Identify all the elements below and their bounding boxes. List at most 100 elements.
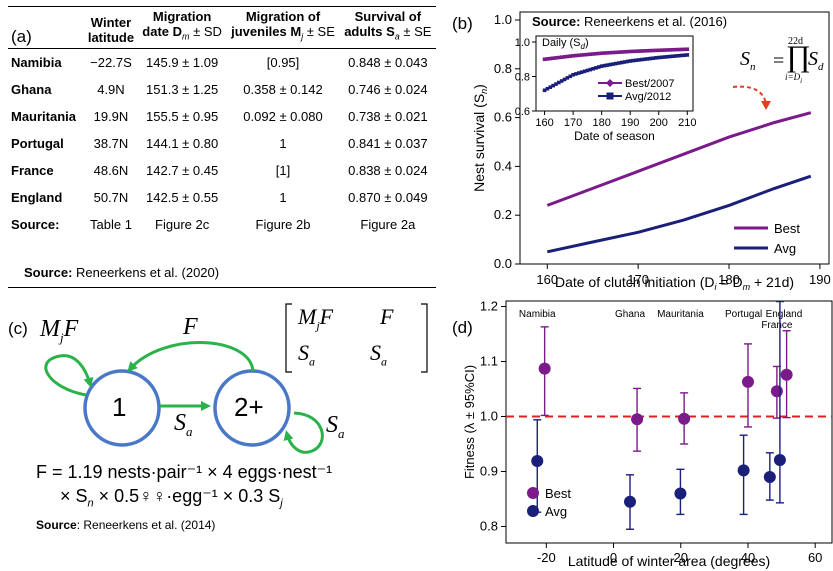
y-axis-label: Fitness (λ ± 95%CI) bbox=[462, 365, 477, 479]
inset-marker bbox=[554, 82, 558, 86]
site-label: England bbox=[766, 309, 803, 320]
inset-marker bbox=[562, 77, 567, 82]
matrix-row-2-col-2: Sa bbox=[370, 340, 387, 369]
table-row: Portugal 38.7N 144.1 ± 0.80 1 0.841 ± 0.… bbox=[11, 135, 428, 151]
x-tick-label: 180 bbox=[718, 272, 740, 287]
panel-b-source: Source: Reneerkens et al. (2016) bbox=[532, 14, 728, 29]
inset-marker bbox=[548, 56, 553, 61]
legend-label: Best bbox=[774, 221, 800, 236]
y-tick-label: 0.8 bbox=[480, 519, 498, 534]
red-arrowhead bbox=[761, 101, 771, 110]
inset-marker bbox=[582, 52, 587, 57]
table-row: England 50.7N 142.5 ± 0.55 1 0.870 ± 0.0… bbox=[11, 189, 428, 205]
inset-marker bbox=[645, 48, 650, 53]
panel-b-label: (b) bbox=[452, 14, 473, 33]
inset-marker bbox=[639, 49, 644, 53]
fitness-chart: -20 0 20 40 60 0.8 0.9 1.0 1.1 1.2 Latitude of win… bbox=[462, 299, 833, 569]
legend-label: Avg bbox=[545, 504, 567, 519]
inset-marker bbox=[545, 57, 550, 61]
inset-marker bbox=[665, 54, 670, 59]
inset-marker bbox=[656, 48, 661, 53]
inset-x-tick-label: 190 bbox=[621, 117, 639, 129]
inset-marker bbox=[551, 83, 555, 88]
inset-x-tick-label: 160 bbox=[535, 117, 553, 129]
x-tick-label: 170 bbox=[627, 272, 649, 287]
inset-marker bbox=[668, 54, 672, 59]
matrix-row-1: MjF bbox=[298, 304, 334, 333]
x-tick-label: 20 bbox=[674, 550, 688, 565]
inset-marker bbox=[619, 50, 624, 54]
inset-marker bbox=[636, 58, 641, 62]
inset-marker bbox=[557, 80, 561, 85]
inset-marker bbox=[605, 51, 610, 55]
inset-marker bbox=[676, 47, 681, 52]
inset-marker bbox=[682, 47, 687, 52]
inset-marker bbox=[636, 49, 641, 53]
inset-marker bbox=[562, 55, 567, 59]
table-row: Mauritania 19.9N 155.5 ± 0.95 0.092 ± 0.… bbox=[11, 108, 428, 124]
panel-a-label: (a) bbox=[11, 26, 32, 46]
node-1-label: 1 bbox=[112, 392, 127, 422]
inset-marker bbox=[574, 72, 578, 76]
y-tick-label: 0.0 bbox=[494, 256, 512, 271]
inset-title: Daily (Sd) bbox=[542, 37, 589, 52]
inset-marker bbox=[654, 48, 658, 53]
self-loop-1-label: MjF bbox=[40, 316, 79, 345]
inset-legend-marker bbox=[606, 79, 614, 87]
y-tick-label: 1.0 bbox=[494, 12, 512, 27]
inset-marker bbox=[579, 53, 584, 57]
inset-marker bbox=[614, 61, 618, 66]
x-axis-label: Latitude of winter area (degrees) bbox=[568, 553, 770, 569]
inset-marker bbox=[625, 59, 630, 64]
inset-marker bbox=[611, 62, 615, 66]
inset-marker bbox=[577, 53, 581, 58]
inset-x-tick-label: 180 bbox=[592, 117, 610, 129]
data-point-avg bbox=[773, 453, 786, 466]
y-tick-label: 0.9 bbox=[480, 464, 498, 479]
table-source-citation: Source: Reneerkens et al. (2020) bbox=[24, 265, 220, 280]
product-equation: Sn = 22d ∏ i=Di Sd bbox=[740, 36, 824, 85]
x-tick-label: -20 bbox=[537, 550, 556, 565]
y-tick-label: 0.6 bbox=[494, 110, 512, 125]
node-2-label: 2+ bbox=[234, 392, 264, 422]
self-loop-2-label: Sa bbox=[326, 412, 345, 441]
y-axis-label: Nest survival (Sn) bbox=[471, 84, 489, 192]
inset-marker bbox=[674, 47, 678, 52]
x-tick-label: 40 bbox=[741, 550, 755, 565]
inset-marker bbox=[559, 79, 564, 83]
inset-marker bbox=[574, 53, 578, 58]
y-tick-label: 1.1 bbox=[480, 354, 498, 369]
table-row: Ghana 4.9N 151.3 ± 1.25 0.358 ± 0.142 0.… bbox=[11, 81, 428, 97]
table-row: Namibia −22.7S 145.9 ± 1.09 [0.95] 0.848… bbox=[11, 54, 428, 70]
x-tick-label: 190 bbox=[809, 272, 831, 287]
inset-marker bbox=[685, 53, 690, 57]
inset-marker bbox=[639, 57, 644, 62]
inset-marker bbox=[671, 54, 675, 59]
x-tick-label: 160 bbox=[536, 272, 558, 287]
inset-marker bbox=[614, 50, 618, 55]
inset-marker bbox=[597, 65, 601, 69]
reproduction-label: F bbox=[183, 314, 198, 340]
inset-marker bbox=[545, 86, 550, 91]
inset-marker bbox=[605, 63, 610, 67]
inset-marker bbox=[676, 53, 681, 58]
data-point-best bbox=[770, 385, 783, 398]
plot-frame bbox=[519, 11, 830, 265]
inset-marker bbox=[608, 62, 613, 67]
inset-marker bbox=[588, 67, 593, 72]
node-1-circle bbox=[83, 369, 161, 447]
y-tick-label: 1.0 bbox=[480, 409, 498, 424]
inset-marker bbox=[616, 50, 621, 54]
matrix-row-2: Sa bbox=[298, 340, 315, 369]
data-point-avg bbox=[674, 487, 687, 500]
inset-x-axis-label: Date of season bbox=[574, 129, 655, 143]
inset-marker bbox=[602, 63, 607, 68]
inset-marker bbox=[594, 66, 598, 70]
inset-marker bbox=[542, 57, 547, 62]
data-point-best bbox=[538, 362, 551, 375]
data-point-best bbox=[780, 368, 793, 381]
inset-marker bbox=[565, 76, 570, 80]
survival-label: Sa bbox=[174, 410, 193, 439]
inset-marker bbox=[628, 59, 632, 63]
fecundity-equation-line-1: F = 1.19 nests·pair⁻¹ × 4 eggs·nest⁻¹ bbox=[36, 462, 333, 482]
